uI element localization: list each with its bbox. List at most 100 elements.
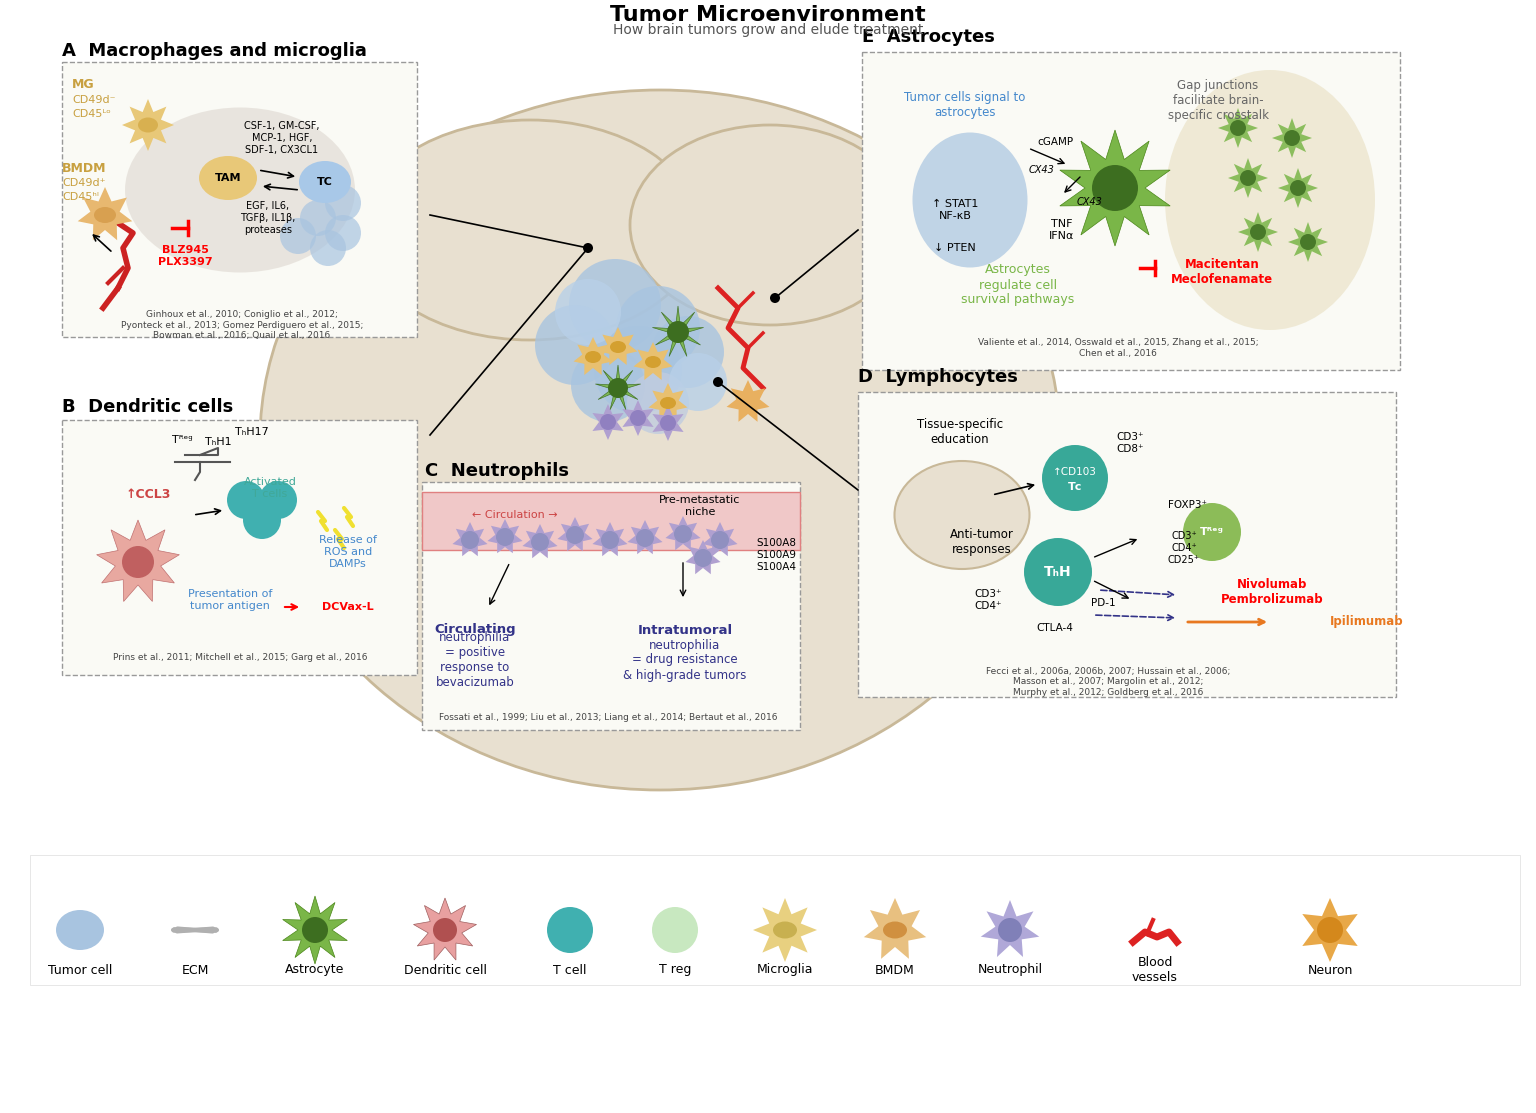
Circle shape	[1025, 538, 1092, 605]
Bar	[31, 855, 1521, 985]
Ellipse shape	[660, 397, 676, 408]
Text: Anti-tumor
responses: Anti-tumor responses	[951, 528, 1014, 556]
Text: CSF-1, GM-CSF,
MCP-1, HGF,
SDF-1, CX3CL1: CSF-1, GM-CSF, MCP-1, HGF, SDF-1, CX3CL1	[244, 121, 319, 155]
Ellipse shape	[645, 356, 660, 368]
Text: S100A8
S100A9
S100A4: S100A8 S100A9 S100A4	[756, 539, 796, 572]
Circle shape	[1230, 120, 1246, 136]
Polygon shape	[522, 524, 558, 559]
Text: neutrophilia
= positive
response to
bevacizumab: neutrophilia = positive response to beva…	[436, 631, 515, 689]
Circle shape	[280, 218, 316, 254]
Circle shape	[651, 316, 723, 388]
Text: BMDM: BMDM	[876, 964, 915, 976]
Ellipse shape	[630, 125, 909, 325]
Text: CD45ᴸᵒ: CD45ᴸᵒ	[72, 109, 111, 119]
Text: D  Lymphocytes: D Lymphocytes	[859, 368, 1018, 386]
Circle shape	[565, 526, 584, 544]
Text: cGAMP: cGAMP	[1037, 137, 1074, 147]
Circle shape	[667, 321, 690, 343]
Circle shape	[770, 293, 780, 303]
Circle shape	[535, 305, 614, 385]
Circle shape	[326, 185, 361, 221]
Bar	[61, 62, 416, 337]
Polygon shape	[982, 900, 1040, 957]
Text: PD-1: PD-1	[1091, 598, 1115, 608]
Polygon shape	[1227, 158, 1269, 198]
Ellipse shape	[359, 120, 700, 339]
Text: T cell: T cell	[553, 964, 587, 976]
Polygon shape	[121, 99, 174, 151]
Ellipse shape	[585, 351, 601, 363]
Polygon shape	[487, 519, 522, 553]
Circle shape	[608, 378, 628, 398]
Circle shape	[998, 918, 1021, 942]
Polygon shape	[573, 337, 613, 375]
Text: TₕH17: TₕH17	[235, 427, 269, 437]
Text: Tumor cells signal to
astrocytes: Tumor cells signal to astrocytes	[905, 91, 1026, 119]
Circle shape	[1183, 503, 1241, 561]
Circle shape	[594, 326, 682, 414]
Text: Tumor Microenvironment: Tumor Microenvironment	[610, 4, 926, 24]
Text: ECM: ECM	[181, 964, 209, 976]
Ellipse shape	[260, 90, 1060, 790]
Bar	[422, 482, 800, 730]
Text: Tumor cell: Tumor cell	[48, 964, 112, 976]
Bar	[422, 492, 800, 550]
Polygon shape	[665, 516, 700, 550]
Polygon shape	[753, 898, 817, 962]
Circle shape	[461, 531, 479, 549]
Text: CX43: CX43	[1029, 165, 1055, 175]
Text: Blood
vessels: Blood vessels	[1132, 956, 1178, 984]
Polygon shape	[648, 383, 688, 421]
Text: Tᴄ: Tᴄ	[1068, 482, 1083, 492]
Text: TC: TC	[316, 177, 333, 187]
Circle shape	[630, 410, 647, 426]
Polygon shape	[593, 522, 628, 556]
Text: CD3⁺
CD8⁺: CD3⁺ CD8⁺	[1117, 432, 1144, 454]
Text: Tᴿᵉᵍ: Tᴿᵉᵍ	[1200, 526, 1224, 536]
Circle shape	[670, 353, 727, 411]
Circle shape	[1290, 180, 1306, 196]
Text: FOXP3⁺: FOXP3⁺	[1167, 500, 1207, 510]
Polygon shape	[413, 898, 476, 961]
Text: Pre-metastatic
niche: Pre-metastatic niche	[659, 495, 740, 516]
Polygon shape	[633, 342, 673, 380]
Polygon shape	[863, 898, 926, 958]
Ellipse shape	[55, 910, 104, 951]
Text: CD49d⁺: CD49d⁺	[61, 178, 106, 188]
Circle shape	[1316, 917, 1342, 943]
Text: Prins et al., 2011; Mitchell et al., 2015; Garg et al., 2016: Prins et al., 2011; Mitchell et al., 201…	[112, 653, 367, 662]
Polygon shape	[622, 400, 654, 436]
Circle shape	[601, 531, 619, 549]
Circle shape	[326, 215, 361, 252]
Circle shape	[260, 481, 296, 519]
Circle shape	[571, 348, 645, 422]
Text: T reg: T reg	[659, 964, 691, 976]
Text: MG: MG	[72, 79, 95, 91]
Polygon shape	[558, 518, 593, 551]
Text: TAM: TAM	[215, 173, 241, 183]
Text: Microglia: Microglia	[757, 964, 813, 976]
Text: ↑CD103: ↑CD103	[1054, 467, 1097, 477]
Text: Presentation of
tumor antigen: Presentation of tumor antigen	[187, 589, 272, 611]
Polygon shape	[1278, 168, 1318, 208]
Circle shape	[300, 200, 336, 236]
Text: DCVax-L: DCVax-L	[323, 602, 373, 612]
Text: BLZ945
PLX3397: BLZ945 PLX3397	[158, 245, 212, 267]
Text: Tissue-specific
education: Tissue-specific education	[917, 418, 1003, 446]
Circle shape	[601, 414, 616, 430]
Circle shape	[694, 549, 713, 567]
Text: CD45ʰᴵ: CD45ʰᴵ	[61, 193, 98, 201]
Text: CD49d⁻: CD49d⁻	[72, 95, 115, 105]
Text: Ginhoux et al., 2010; Coniglio et al., 2012;
Pyonteck et al., 2013; Gomez Perdig: Ginhoux et al., 2010; Coniglio et al., 2…	[121, 311, 362, 339]
Polygon shape	[627, 520, 662, 554]
Bar	[859, 392, 1396, 697]
Circle shape	[227, 481, 266, 519]
Polygon shape	[1238, 211, 1278, 252]
Polygon shape	[599, 327, 637, 365]
Text: Release of
ROS and
DAMPs: Release of ROS and DAMPs	[319, 535, 376, 569]
Text: CTLA-4: CTLA-4	[1037, 623, 1074, 633]
Ellipse shape	[773, 922, 797, 938]
Circle shape	[636, 529, 654, 546]
Polygon shape	[78, 187, 132, 240]
Polygon shape	[1060, 130, 1170, 246]
